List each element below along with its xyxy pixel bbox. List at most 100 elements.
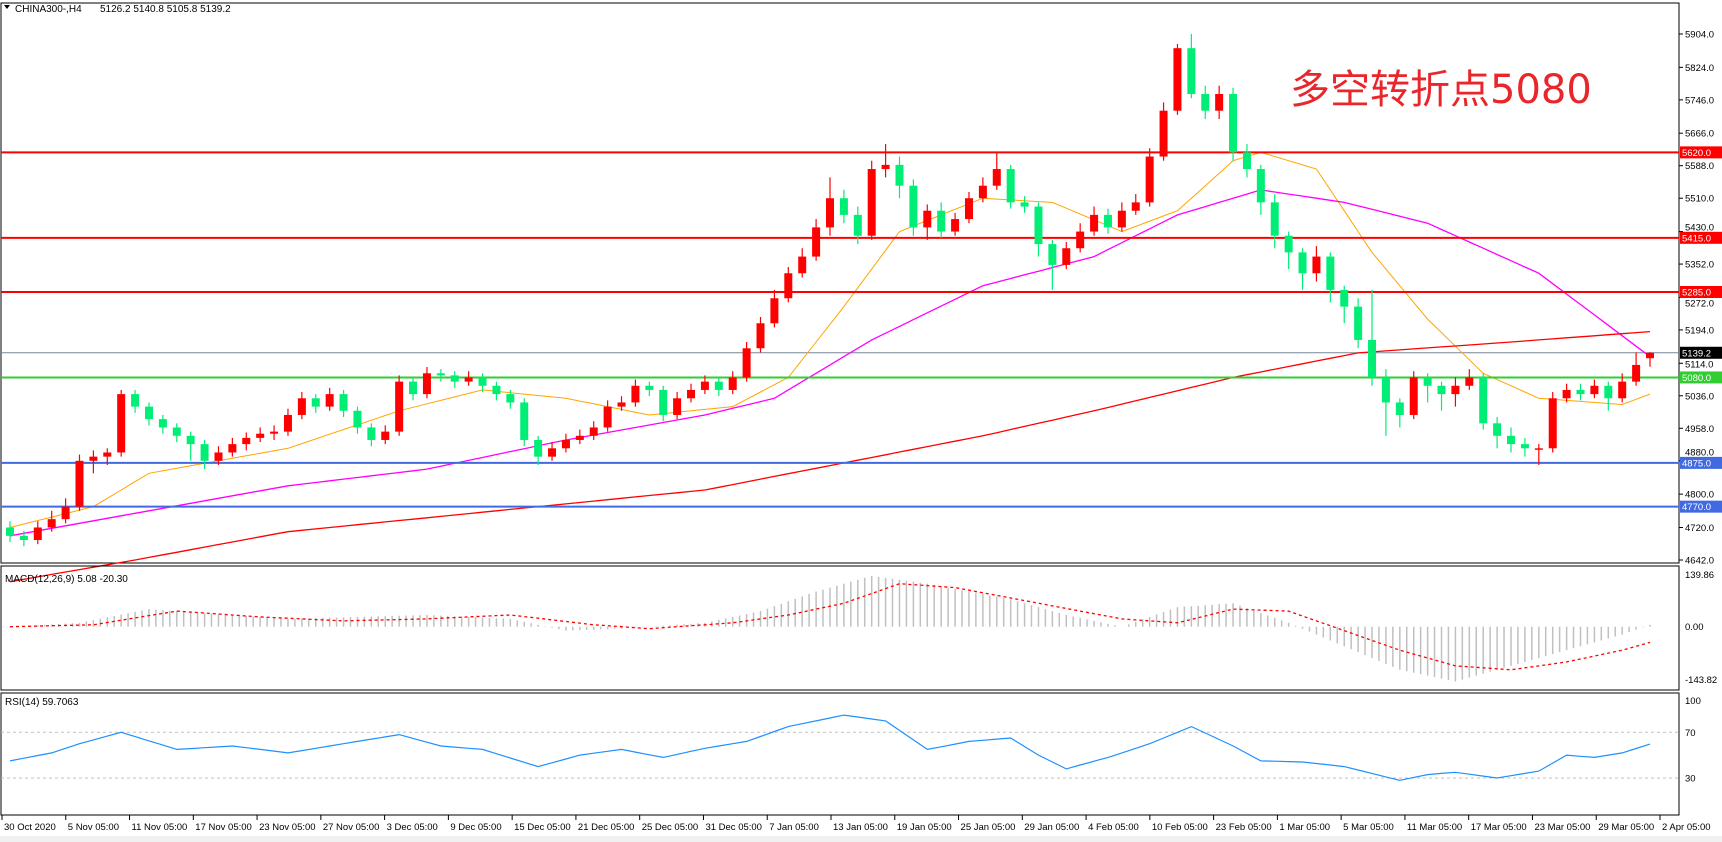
price-tick-label: 5666.0	[1685, 129, 1714, 140]
level-price-tag	[1680, 456, 1722, 469]
price-tick-label: 5824.0	[1685, 63, 1714, 74]
candle	[1632, 352, 1641, 386]
candle-body	[575, 435, 584, 440]
candle	[714, 377, 723, 397]
time-tick-label: 25 Jan 05:00	[961, 822, 1016, 833]
candle	[1090, 206, 1099, 236]
candle-body	[673, 398, 682, 415]
candle	[47, 510, 56, 532]
candle	[1604, 381, 1613, 411]
candle	[909, 179, 918, 236]
candle-body	[659, 389, 668, 415]
candle	[228, 437, 237, 457]
candle-body	[687, 389, 696, 399]
candle-body	[1465, 377, 1474, 386]
candle	[1465, 369, 1474, 390]
candle	[1284, 231, 1293, 270]
candle-body	[770, 298, 779, 324]
candle-body	[1020, 202, 1029, 207]
price-tick-label: 5114.0	[1685, 359, 1713, 370]
macd-signal-line	[9, 583, 1651, 671]
candle	[1520, 437, 1529, 457]
time-tick-label: 27 Nov 05:00	[323, 822, 380, 833]
candle	[770, 289, 779, 328]
candle-body	[1117, 210, 1126, 228]
candle-body	[1312, 256, 1321, 274]
time-tick-label: 19 Jan 05:00	[897, 822, 952, 833]
candle	[937, 202, 946, 238]
macd-pane[interactable]: 139.86 0.00 -143.82	[0, 565, 1717, 691]
candle	[367, 423, 376, 447]
level-price-label: 5285.0	[1682, 287, 1711, 298]
candle	[964, 191, 973, 224]
time-tick-label: 13 Jan 05:00	[833, 822, 888, 833]
time-tick-label: 3 Dec 05:00	[387, 822, 438, 833]
price-pane[interactable]: 5904.0 5824.0 5746.0 5666.0 5588.0 5510.0 5430…	[0, 2, 1722, 583]
price-tick-label: 4720.0	[1685, 523, 1714, 534]
candle-body	[283, 414, 292, 432]
candle	[200, 439, 209, 470]
candle	[311, 394, 320, 413]
candle	[867, 160, 876, 240]
candle	[659, 385, 668, 422]
time-tick-label: 5 Mar 05:00	[1343, 822, 1394, 833]
candle-body	[1576, 389, 1585, 395]
dropdown-triangle-icon[interactable]	[4, 5, 10, 9]
candle-body	[33, 527, 42, 540]
moving-average-fast	[9, 151, 1651, 528]
candle	[6, 521, 14, 543]
candle	[1354, 298, 1363, 349]
candle	[992, 152, 1001, 190]
chart-header: CHINA300-,H4 5126.2 5140.8 5105.8 5139.2	[4, 4, 231, 15]
candle-body	[409, 381, 418, 395]
candle	[1076, 223, 1085, 253]
candle-body	[270, 431, 279, 434]
candle	[673, 392, 682, 420]
candle	[1298, 248, 1307, 290]
candle	[728, 371, 737, 395]
candle-body	[1423, 377, 1432, 386]
candle	[353, 406, 362, 434]
candle-body	[1590, 385, 1599, 395]
candle-body	[1090, 214, 1099, 232]
candle-body	[506, 394, 515, 403]
candle-body	[1548, 398, 1557, 449]
candle	[575, 429, 584, 445]
time-tick-label: 17 Nov 05:00	[195, 822, 252, 833]
candle-body	[492, 385, 501, 395]
candle-body	[1368, 339, 1377, 378]
candle	[1201, 85, 1210, 120]
candle-body	[617, 402, 626, 407]
candle	[242, 432, 251, 451]
candle	[700, 375, 709, 395]
candle-body	[61, 506, 70, 520]
candle-body	[923, 210, 932, 228]
candle	[75, 454, 84, 511]
ohlc-readout: 5126.2 5140.8 5105.8 5139.2	[100, 4, 231, 15]
candle-body	[1076, 231, 1085, 249]
candle-body	[353, 410, 362, 428]
candle-body	[1646, 352, 1654, 359]
candle	[798, 248, 807, 278]
rsi-tick-label: 100	[1685, 696, 1701, 707]
price-tick-label: 5430.0	[1685, 222, 1714, 233]
rsi-tick-label: 30	[1685, 774, 1696, 785]
candle	[1242, 144, 1251, 178]
time-tick-label: 23 Feb 05:00	[1216, 822, 1272, 833]
current-price-label: 5139.2	[1682, 348, 1711, 359]
rsi-tick-label: 70	[1685, 728, 1696, 739]
candle	[409, 377, 418, 401]
time-tick-label: 29 Jan 05:00	[1024, 822, 1079, 833]
candle	[214, 446, 223, 465]
candle	[548, 442, 557, 461]
macd-pane-frame	[0, 565, 1680, 691]
candle	[561, 433, 570, 453]
candle	[1215, 85, 1224, 120]
candle-body	[1534, 448, 1543, 450]
candle	[631, 379, 640, 407]
macd-tick-label: -143.82	[1685, 675, 1717, 686]
candle-body	[1618, 381, 1627, 399]
candle	[506, 389, 515, 409]
candle-body	[520, 402, 529, 440]
